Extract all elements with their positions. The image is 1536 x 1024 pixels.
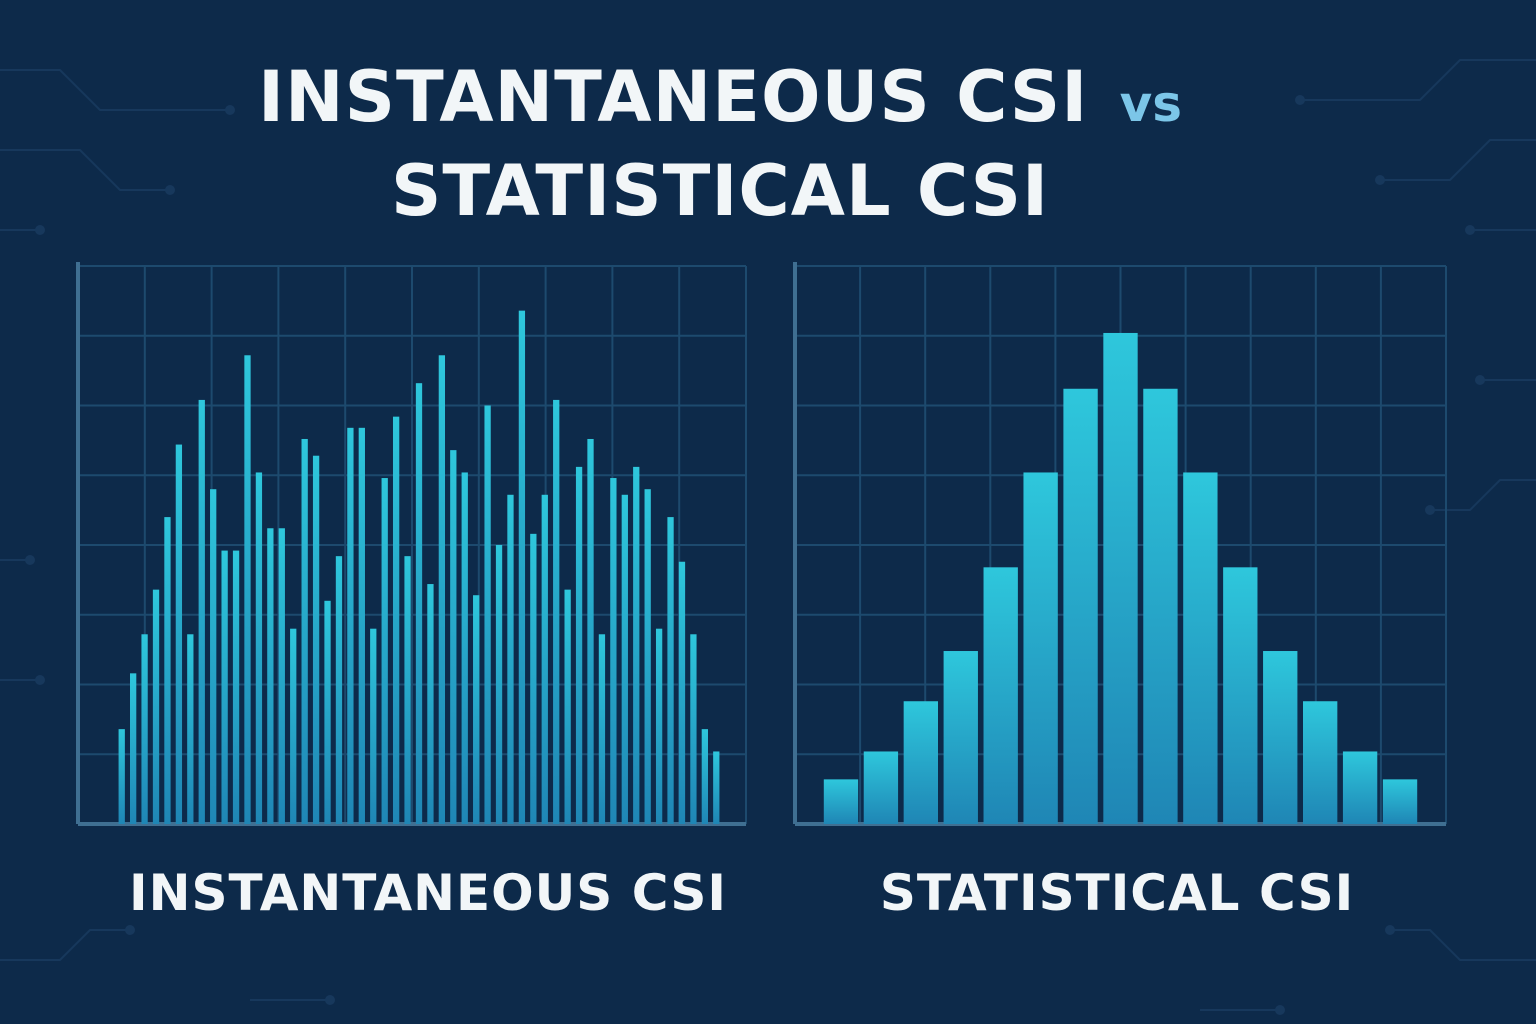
circuit-node <box>25 555 35 565</box>
bar-0 <box>118 729 125 824</box>
bar-38 <box>553 399 560 824</box>
bar-25 <box>404 556 411 824</box>
circuit-node <box>125 925 135 935</box>
bar-47 <box>655 628 663 824</box>
bar-19 <box>335 556 343 824</box>
page-title-line1: INSTANTANEOUS CSI vs <box>257 56 1182 138</box>
bar-7 <box>198 399 205 824</box>
bar-3 <box>943 651 978 824</box>
circuit-node <box>35 225 45 235</box>
bar-3 <box>152 589 160 824</box>
page-title-line2: STATISTICAL CSI <box>390 150 1050 232</box>
bar-9 <box>221 550 228 824</box>
circuit-trace <box>1300 59 1536 101</box>
bar-21 <box>358 427 365 824</box>
bar-30 <box>461 472 468 824</box>
bar-26 <box>415 383 423 824</box>
bar-36 <box>530 533 537 824</box>
bar-46 <box>644 489 651 824</box>
bar-51 <box>701 729 708 824</box>
bar-50 <box>690 634 697 824</box>
circuit-node <box>325 995 335 1005</box>
bar-35 <box>518 310 526 824</box>
bar-34 <box>507 494 514 824</box>
circuit-node <box>1295 95 1305 105</box>
bar-32 <box>484 405 491 824</box>
bar-45 <box>633 466 640 824</box>
bar-8 <box>210 489 217 824</box>
bar-23 <box>381 478 388 824</box>
bar-18 <box>324 600 331 824</box>
bar-48 <box>667 517 674 824</box>
bar-31 <box>473 595 480 824</box>
bar-5 <box>175 444 183 824</box>
bar-27 <box>427 584 434 824</box>
bar-15 <box>290 628 297 824</box>
bar-22 <box>370 628 377 824</box>
bar-43 <box>610 478 617 824</box>
bar-13 <box>267 528 274 824</box>
circuit-trace <box>0 929 130 961</box>
bar-20 <box>347 427 354 824</box>
instantaneous-csi-label: INSTANTANEOUS CSI <box>129 864 727 922</box>
bar-1 <box>130 673 137 824</box>
bar-44 <box>621 494 628 824</box>
bar-16 <box>301 438 308 824</box>
bar-52 <box>713 751 720 824</box>
bar-2 <box>903 701 939 824</box>
bar-6 <box>1063 388 1098 824</box>
bar-24 <box>392 416 400 824</box>
circuit-node <box>1275 1005 1285 1015</box>
bar-9 <box>1183 472 1218 824</box>
statistical-csi-label: STATISTICAL CSI <box>879 864 1355 922</box>
bar-14 <box>1382 779 1418 824</box>
bar-4 <box>983 567 1018 824</box>
circuit-node <box>225 105 235 115</box>
bar-12 <box>255 472 263 824</box>
bar-10 <box>1223 567 1258 824</box>
bar-49 <box>678 561 686 824</box>
bar-7 <box>1103 332 1138 824</box>
circuit-trace <box>0 69 230 111</box>
bar-4 <box>164 517 171 824</box>
bar-0 <box>823 779 859 824</box>
circuit-node <box>1375 175 1385 185</box>
circuit-node <box>1465 225 1475 235</box>
bar-2 <box>141 634 148 824</box>
bar-6 <box>187 634 194 824</box>
circuit-trace <box>1430 479 1536 511</box>
circuit-trace <box>1390 929 1536 961</box>
circuit-trace <box>1380 139 1536 181</box>
bar-41 <box>587 438 594 824</box>
circuit-node <box>1385 925 1395 935</box>
circuit-node <box>1425 505 1435 515</box>
bar-11 <box>244 355 251 824</box>
bar-17 <box>312 455 320 824</box>
bar-10 <box>232 550 240 824</box>
bar-11 <box>1263 651 1298 824</box>
bar-40 <box>575 466 583 824</box>
bar-39 <box>564 589 571 824</box>
bar-13 <box>1342 751 1378 824</box>
bar-14 <box>278 528 285 824</box>
bar-1 <box>863 751 899 824</box>
bar-12 <box>1302 701 1338 824</box>
bar-28 <box>438 355 446 824</box>
bar-33 <box>495 545 503 824</box>
bar-29 <box>450 450 457 824</box>
bar-42 <box>598 634 606 824</box>
bar-5 <box>1023 472 1058 824</box>
circuit-trace <box>0 149 170 191</box>
circuit-node <box>35 675 45 685</box>
circuit-node <box>1475 375 1485 385</box>
vs-label: vs <box>1119 75 1182 133</box>
bar-37 <box>541 494 548 824</box>
bar-8 <box>1143 388 1178 824</box>
circuit-node <box>165 185 175 195</box>
